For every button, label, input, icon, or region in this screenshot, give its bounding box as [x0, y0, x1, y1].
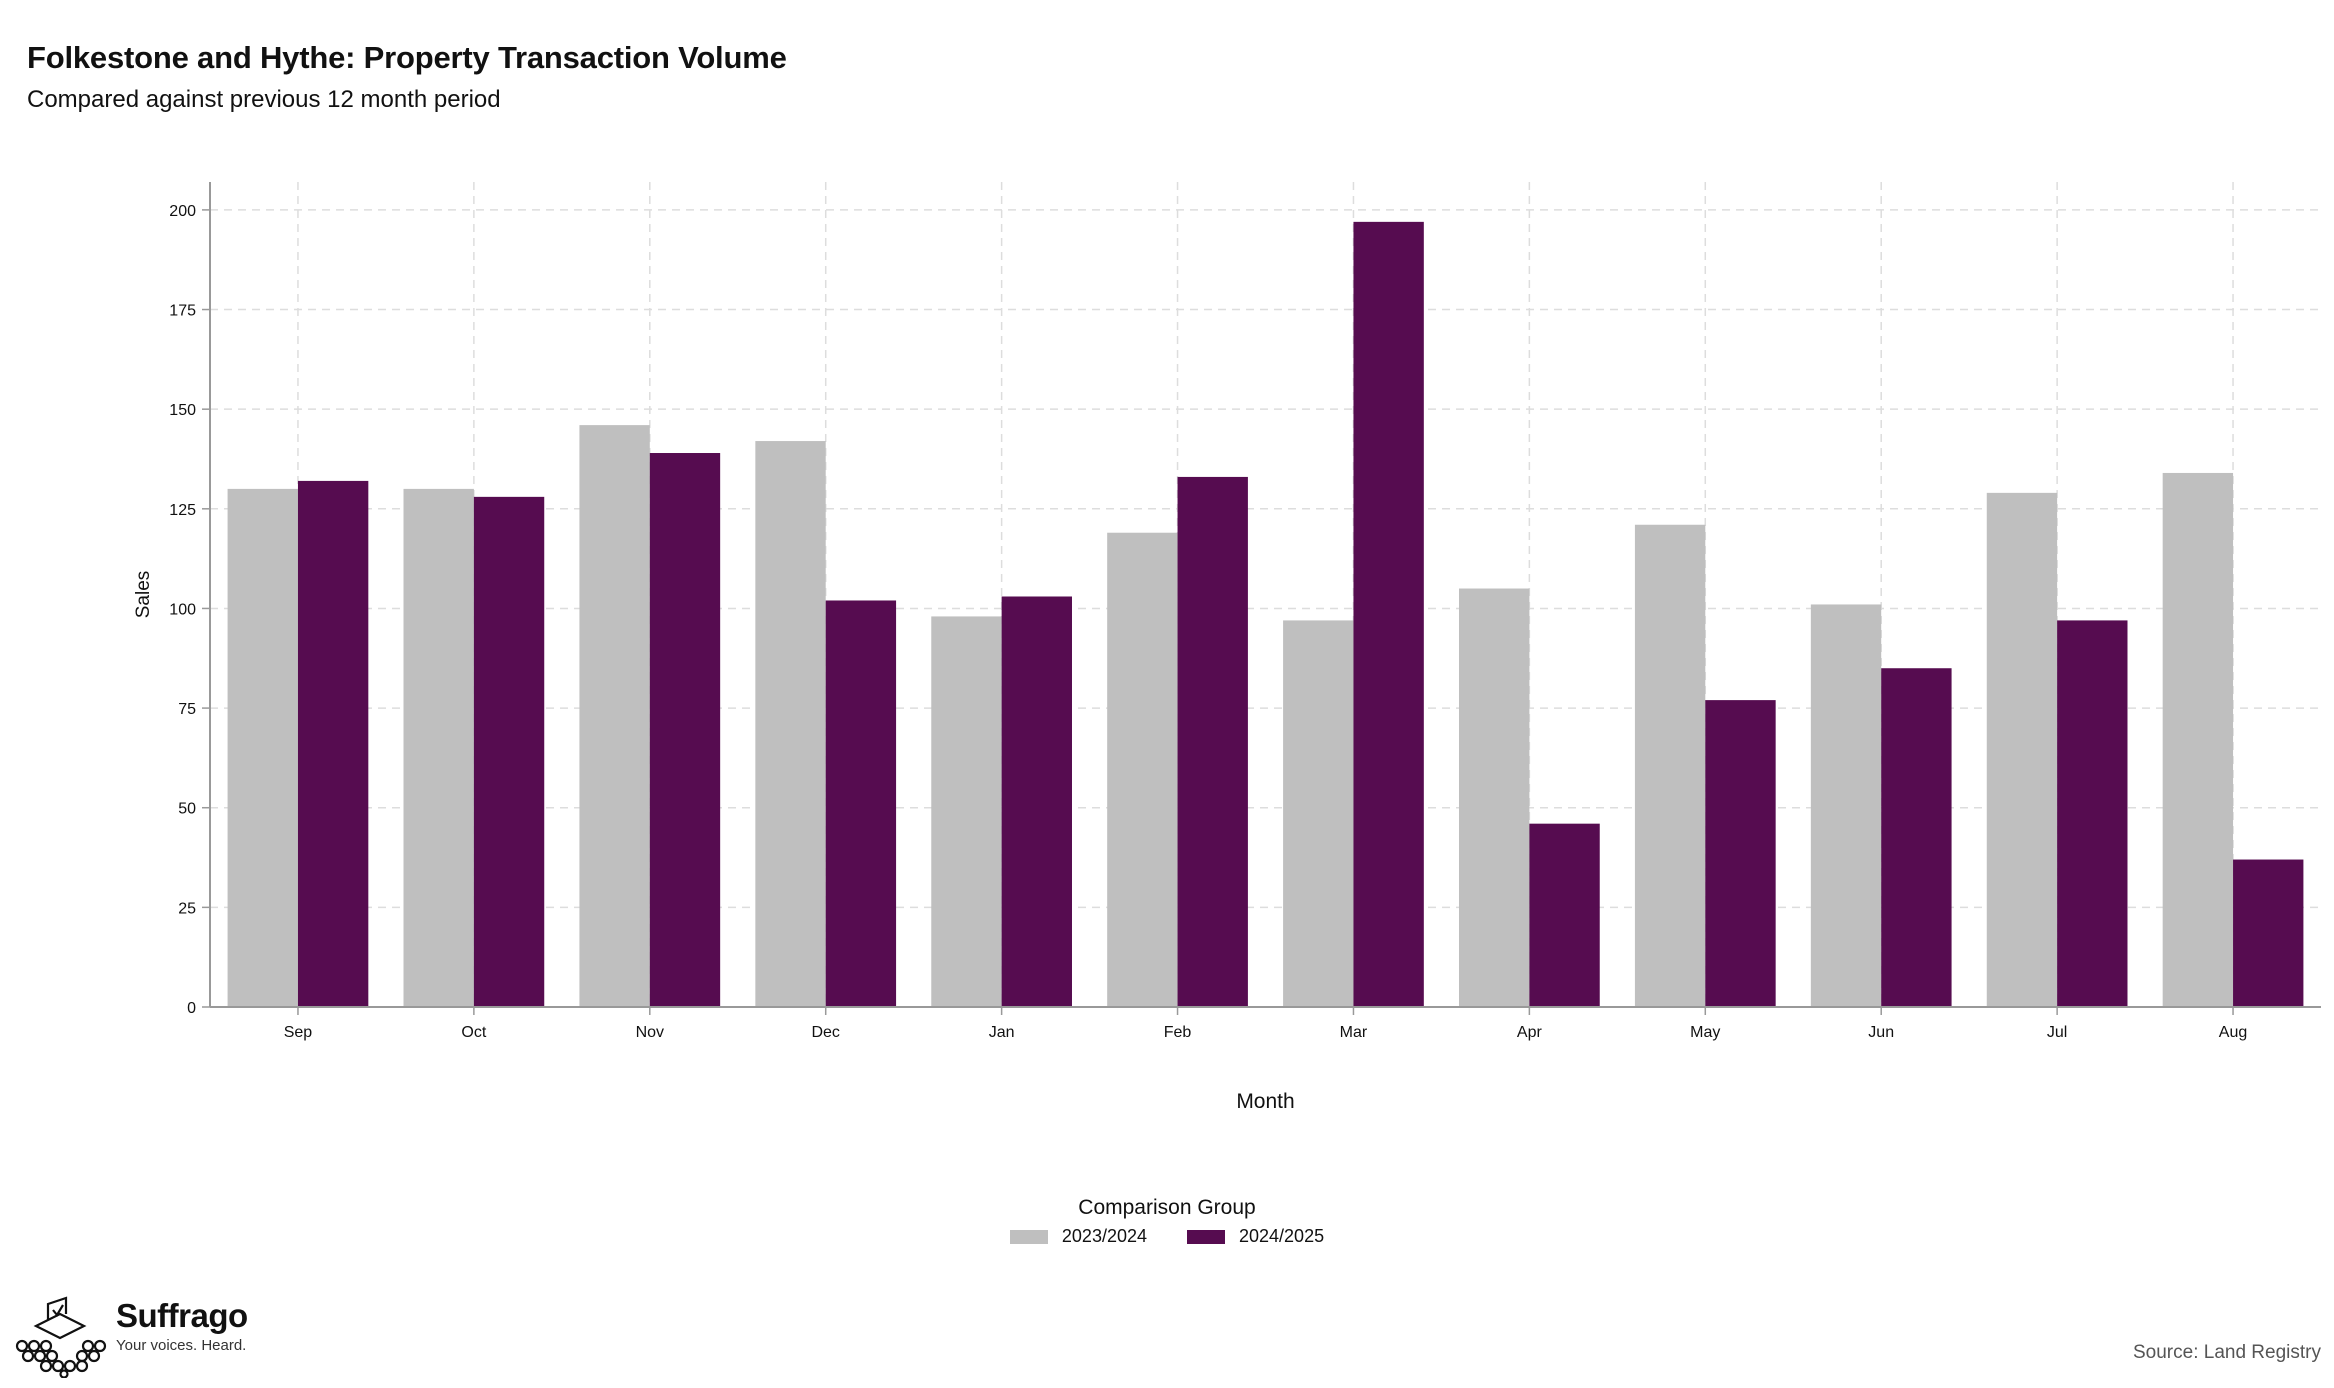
bar-2023-2024-jul	[1986, 492, 2058, 1007]
legend-swatch-2024-2025	[1187, 1229, 1225, 1244]
chart-title: Folkestone and Hythe: Property Transacti…	[27, 40, 787, 75]
y-tick-label: 0	[187, 1000, 196, 1017]
legend-swatch-2023-2024	[1009, 1229, 1048, 1244]
bar-2024-2025-apr	[1529, 823, 1600, 1007]
legend-title: Comparison Group	[1078, 1196, 1256, 1219]
x-tick-label-mar: Mar	[1340, 1024, 1368, 1041]
x-tick-label-aug: Aug	[2219, 1024, 2247, 1041]
bar-2024-2025-dec	[825, 600, 897, 1007]
x-tick-label-dec: Dec	[811, 1024, 839, 1041]
bar-2023-2024-jan	[931, 616, 1002, 1007]
x-tick-label-nov: Nov	[636, 1024, 664, 1041]
x-tick-label-may: May	[1690, 1024, 1720, 1041]
bar-2023-2024-may	[1634, 524, 1706, 1007]
bar-2023-2024-mar	[1283, 620, 1354, 1007]
legend-label-2024-2025: 2024/2025	[1239, 1226, 1325, 1246]
brand-name: Suffrago	[116, 1297, 248, 1334]
bar-2024-2025-feb	[1177, 476, 1248, 1007]
y-tick-label: 75	[178, 701, 196, 718]
y-tick-label: 150	[169, 402, 196, 419]
y-tick-label: 100	[169, 601, 196, 618]
bar-2023-2024-aug	[2162, 472, 2234, 1007]
legend-item-2024-2025: 2024/2025	[1187, 1226, 1324, 1247]
y-tick-label: 175	[169, 303, 196, 320]
x-tick-label-feb: Feb	[1164, 1024, 1192, 1041]
brand-tagline: Your voices. Heard.	[116, 1337, 247, 1354]
bar-2024-2025-jun	[1881, 668, 1952, 1007]
legend: Comparison Group 2023/2024 2024/2025	[0, 1196, 2334, 1247]
x-tick-label-jan: Jan	[989, 1024, 1015, 1041]
legend-label-2023-2024: 2023/2024	[1061, 1226, 1147, 1246]
brand-logo: Suffrago Your voices. Heard.	[14, 1296, 248, 1378]
legend-item-2023-2024: 2023/2024	[1009, 1226, 1147, 1247]
bar-2023-2024-dec	[755, 441, 826, 1007]
bar-2024-2025-nov	[649, 453, 721, 1007]
x-axis-title: Month	[1236, 1090, 1294, 1113]
bar-2023-2024-jun	[1810, 604, 1882, 1007]
x-tick-label-sep: Sep	[284, 1024, 313, 1041]
bar-2023-2024-nov	[579, 425, 650, 1007]
x-tick-label-jul: Jul	[2047, 1024, 2067, 1041]
y-axis-title: Sales	[133, 571, 154, 619]
bar-2023-2024-feb	[1107, 532, 1178, 1007]
x-tick-label-oct: Oct	[461, 1024, 486, 1041]
bar-2024-2025-may	[1705, 700, 1776, 1007]
y-tick-label: 50	[178, 801, 196, 818]
y-tick-label: 200	[169, 203, 196, 220]
y-tick-label: 25	[178, 900, 196, 917]
bar-2024-2025-jul	[2057, 620, 2128, 1007]
bar-2024-2025-jan	[1001, 596, 1072, 1007]
bar-2024-2025-oct	[473, 496, 545, 1007]
bar-2023-2024-sep	[227, 488, 298, 1008]
bar-2023-2024-apr	[1459, 588, 1530, 1007]
y-tick-label: 125	[169, 502, 196, 519]
x-tick-label-apr: Apr	[1517, 1024, 1543, 1041]
bar-chart: 0 25 50 75 100 125 150 175 200 Sep Oct Nov Dec Jan Feb…	[133, 182, 2321, 1113]
bar-2024-2025-sep	[297, 480, 369, 1007]
ballot-box-crowd-icon	[15, 1296, 107, 1378]
bar-2023-2024-oct	[403, 488, 474, 1008]
x-tick-label-jun: Jun	[1868, 1024, 1894, 1041]
source-note: Source: Land Registry	[2133, 1342, 2321, 1363]
chart-subtitle: Compared against previous 12 month perio…	[27, 86, 501, 113]
bar-2024-2025-mar	[1353, 221, 1424, 1007]
bar-2024-2025-aug	[2233, 859, 2304, 1007]
